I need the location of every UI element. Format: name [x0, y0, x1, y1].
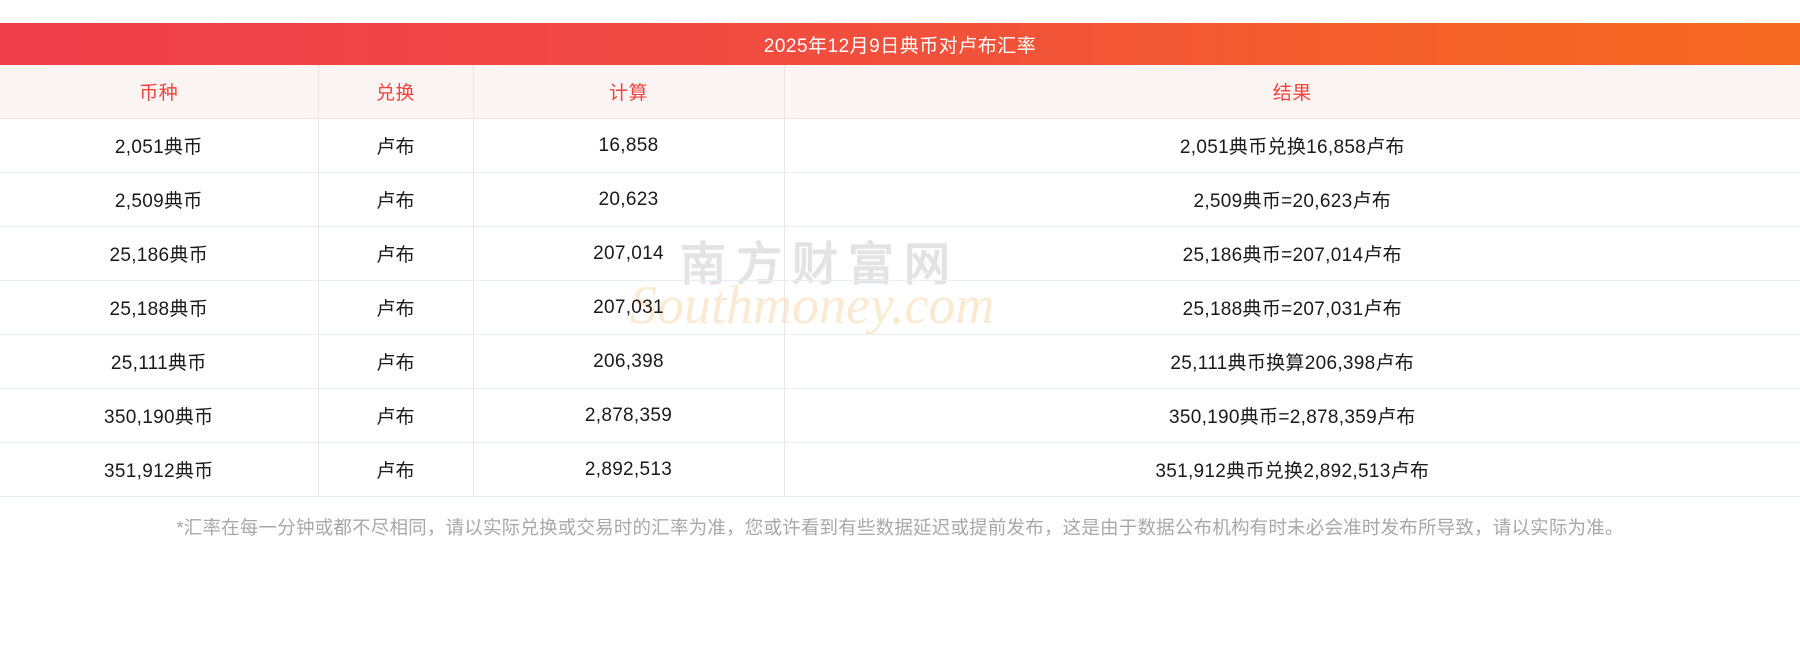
cell-currency: 25,188典币 — [0, 280, 319, 335]
table-row: 25,186典币 卢布 207,014 25,186典币=207,014卢布 — [0, 226, 1800, 281]
cell-result: 2,509典币=20,623卢布 — [784, 172, 1800, 227]
cell-exchange: 卢布 — [318, 172, 474, 227]
table-row: 25,188典币 卢布 207,031 25,188典币=207,031卢布 — [0, 280, 1800, 335]
table-row: 2,509典币 卢布 20,623 2,509典币=20,623卢布 — [0, 172, 1800, 227]
cell-calculation: 2,892,513 — [473, 442, 785, 497]
column-header-calculation: 计算 — [473, 65, 785, 119]
cell-result: 25,186典币=207,014卢布 — [784, 226, 1800, 281]
cell-calculation: 16,858 — [473, 118, 785, 173]
cell-exchange: 卢布 — [318, 226, 474, 281]
exchange-rate-table: 2025年12月9日典币对卢布汇率 币种 兑换 计算 结果 2,051典币 卢布… — [0, 23, 1800, 497]
cell-result: 351,912典币兑换2,892,513卢布 — [784, 442, 1800, 497]
cell-calculation: 207,031 — [473, 280, 785, 335]
table-title-row: 2025年12月9日典币对卢布汇率 — [0, 23, 1800, 65]
cell-result: 2,051典币兑换16,858卢布 — [784, 118, 1800, 173]
cell-currency: 25,186典币 — [0, 226, 319, 281]
cell-result: 25,111典币换算206,398卢布 — [784, 334, 1800, 389]
cell-calculation: 206,398 — [473, 334, 785, 389]
cell-currency: 25,111典币 — [0, 334, 319, 389]
table-row: 2,051典币 卢布 16,858 2,051典币兑换16,858卢布 — [0, 118, 1800, 173]
cell-currency: 2,051典币 — [0, 118, 319, 173]
table-row: 350,190典币 卢布 2,878,359 350,190典币=2,878,3… — [0, 388, 1800, 443]
table-row: 351,912典币 卢布 2,892,513 351,912典币兑换2,892,… — [0, 442, 1800, 497]
column-header-currency: 币种 — [0, 65, 319, 119]
table-body: 2,051典币 卢布 16,858 2,051典币兑换16,858卢布 2,50… — [0, 118, 1800, 497]
disclaimer-note: *汇率在每一分钟或都不尽相同，请以实际兑换或交易时的汇率为准，您或许看到有些数据… — [176, 517, 1624, 538]
cell-result: 350,190典币=2,878,359卢布 — [784, 388, 1800, 443]
table-header-row: 币种 兑换 计算 结果 — [0, 65, 1800, 119]
rate-table-wrapper: 2025年12月9日典币对卢布汇率 币种 兑换 计算 结果 2,051典币 卢布… — [0, 23, 1800, 497]
cell-calculation: 20,623 — [473, 172, 785, 227]
column-header-exchange: 兑换 — [318, 65, 474, 119]
cell-currency: 351,912典币 — [0, 442, 319, 497]
cell-calculation: 207,014 — [473, 226, 785, 281]
cell-exchange: 卢布 — [318, 442, 474, 497]
cell-currency: 350,190典币 — [0, 388, 319, 443]
cell-exchange: 卢布 — [318, 334, 474, 389]
cell-exchange: 卢布 — [318, 118, 474, 173]
cell-exchange: 卢布 — [318, 388, 474, 443]
column-header-result: 结果 — [784, 65, 1800, 119]
cell-currency: 2,509典币 — [0, 172, 319, 227]
table-row: 25,111典币 卢布 206,398 25,111典币换算206,398卢布 — [0, 334, 1800, 389]
cell-result: 25,188典币=207,031卢布 — [784, 280, 1800, 335]
cell-calculation: 2,878,359 — [473, 388, 785, 443]
page-title: 2025年12月9日典币对卢布汇率 — [0, 23, 1800, 65]
cell-exchange: 卢布 — [318, 280, 474, 335]
